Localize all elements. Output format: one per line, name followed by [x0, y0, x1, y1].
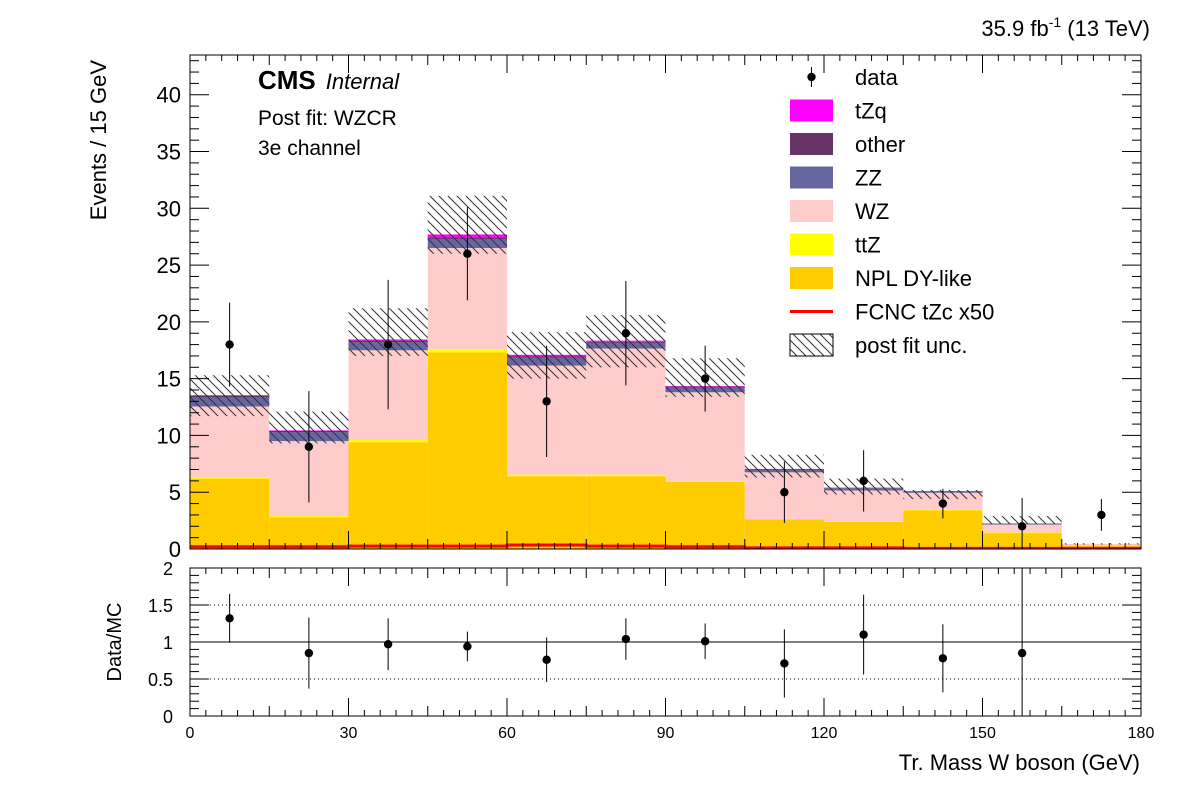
luminosity-value: 35.9 fb — [981, 16, 1048, 41]
ratio-y-tick-label-1: 0.5 — [148, 670, 173, 690]
ratio-y-tick-label-0: 0 — [163, 707, 173, 727]
legend-marker-data — [807, 72, 816, 82]
uncertainty-band-11 — [1061, 543, 1141, 545]
bar-npl-dy-like-0 — [190, 478, 270, 549]
ratio-point-4 — [542, 655, 551, 664]
y-tick-label-25: 25 — [157, 253, 181, 278]
ratio-y-axis-label: Data/MC — [104, 603, 126, 682]
y-tick-label-15: 15 — [157, 367, 181, 392]
bar-wz-0 — [190, 406, 270, 477]
legend-marker-uncertainty — [789, 333, 834, 357]
y-tick-label-0: 0 — [169, 537, 181, 562]
y-tick-label-40: 40 — [157, 83, 181, 108]
ratio-point-0 — [225, 614, 234, 623]
bar-ttz-1 — [269, 516, 349, 518]
ratio-point-6 — [700, 637, 710, 646]
luminosity-exponent: -1 — [1049, 14, 1062, 30]
bar-ttz-0 — [190, 476, 270, 479]
y-tick-label-20: 20 — [157, 310, 181, 335]
bar-npl-dy-like-5 — [586, 476, 666, 549]
data-point-2 — [383, 340, 393, 349]
bar-ttz-5 — [586, 474, 666, 477]
bar-npl-dy-like-2 — [348, 442, 428, 549]
bar-npl-dy-like-1 — [269, 517, 349, 549]
cms-label-main: CMS — [258, 65, 316, 95]
annotation-line-1: 3e channel — [258, 137, 361, 160]
data-point-9 — [938, 499, 948, 508]
x-tick-label-90: 90 — [657, 725, 675, 742]
data-point-8 — [859, 476, 868, 486]
luminosity-label: 35.9 fb-1 (13 TeV) — [981, 14, 1150, 41]
legend-label-fcnc-tzc-x50: FCNC tZc x50 — [855, 300, 994, 325]
data-point-7 — [780, 488, 789, 497]
ratio-point-1 — [304, 648, 314, 658]
ratio-point-3 — [463, 642, 472, 651]
ratio-point-7 — [780, 659, 789, 668]
y-axis-label: Events / 15 GeV — [86, 60, 111, 221]
bar-ttz-6 — [665, 480, 745, 482]
x-tick-label-0: 0 — [186, 725, 195, 742]
bar-npl-dy-like-6 — [665, 481, 745, 549]
data-point-1 — [304, 442, 314, 451]
ratio-y-tick-label-4: 2 — [163, 559, 173, 579]
legend-label-npl-dy-like: NPL DY-like — [855, 266, 972, 291]
legend-swatch-wz — [790, 200, 833, 222]
legend-label-zz: ZZ — [855, 166, 882, 191]
data-point-4 — [542, 397, 551, 406]
bar-npl-dy-like-8 — [824, 521, 904, 549]
ratio-point-10 — [1017, 648, 1027, 658]
data-point-3 — [463, 249, 472, 258]
bar-ttz-3 — [427, 349, 507, 353]
ratio-y-tick-label-2: 1 — [163, 633, 173, 653]
legend-label-data: data — [855, 65, 899, 90]
energy-label: (13 TeV) — [1061, 16, 1150, 41]
ratio-point-5 — [621, 634, 631, 644]
bar-ttz-2 — [348, 439, 428, 443]
legend-label-post-fit-unc-: post fit unc. — [855, 333, 968, 358]
bar-npl-dy-like-3 — [427, 352, 507, 549]
legend-swatch-tzq — [790, 99, 833, 122]
y-tick-label-30: 30 — [157, 196, 181, 221]
data-point-0 — [225, 340, 234, 349]
y-tick-label-10: 10 — [157, 423, 181, 448]
legend-label-ttz: ttZ — [855, 233, 881, 258]
ratio-point-8 — [859, 630, 868, 639]
y-tick-label-5: 5 — [169, 480, 181, 505]
x-tick-label-150: 150 — [969, 725, 996, 742]
legend-swatch-zz — [790, 166, 833, 189]
bar-npl-dy-like-7 — [744, 519, 824, 549]
legend-swatch-other — [790, 133, 833, 155]
ratio-point-2 — [383, 640, 393, 649]
data-point-10 — [1017, 522, 1027, 531]
data-point-6 — [700, 374, 710, 383]
y-tick-label-35: 35 — [157, 140, 181, 165]
legend-swatch-ttz — [790, 233, 833, 256]
cms-label-sub: Internal — [326, 69, 400, 94]
data-point-5 — [621, 329, 631, 338]
x-axis-label: Tr. Mass W boson (GeV) — [899, 750, 1140, 775]
bar-ttz-4 — [507, 474, 587, 477]
bar-wz-11 — [1061, 543, 1141, 546]
legend-label-tzq: tZq — [855, 99, 887, 124]
bar-npl-dy-like-4 — [507, 476, 587, 549]
legend-swatch-npl-dy-like — [790, 267, 833, 289]
ratio-point-9 — [938, 654, 948, 663]
bar-ttz-8 — [824, 521, 904, 522]
x-tick-label-30: 30 — [340, 725, 358, 742]
legend-label-wz: WZ — [855, 199, 889, 224]
x-tick-label-180: 180 — [1128, 725, 1155, 742]
cms-label: CMS Internal — [258, 65, 400, 95]
legend-label-other: other — [855, 132, 905, 157]
annotation-line-0: Post fit: WZCR — [258, 107, 397, 130]
x-tick-label-120: 120 — [811, 725, 838, 742]
data-point-11 — [1097, 510, 1106, 520]
ratio-y-tick-label-3: 1.5 — [148, 596, 173, 616]
x-tick-label-60: 60 — [498, 725, 516, 742]
